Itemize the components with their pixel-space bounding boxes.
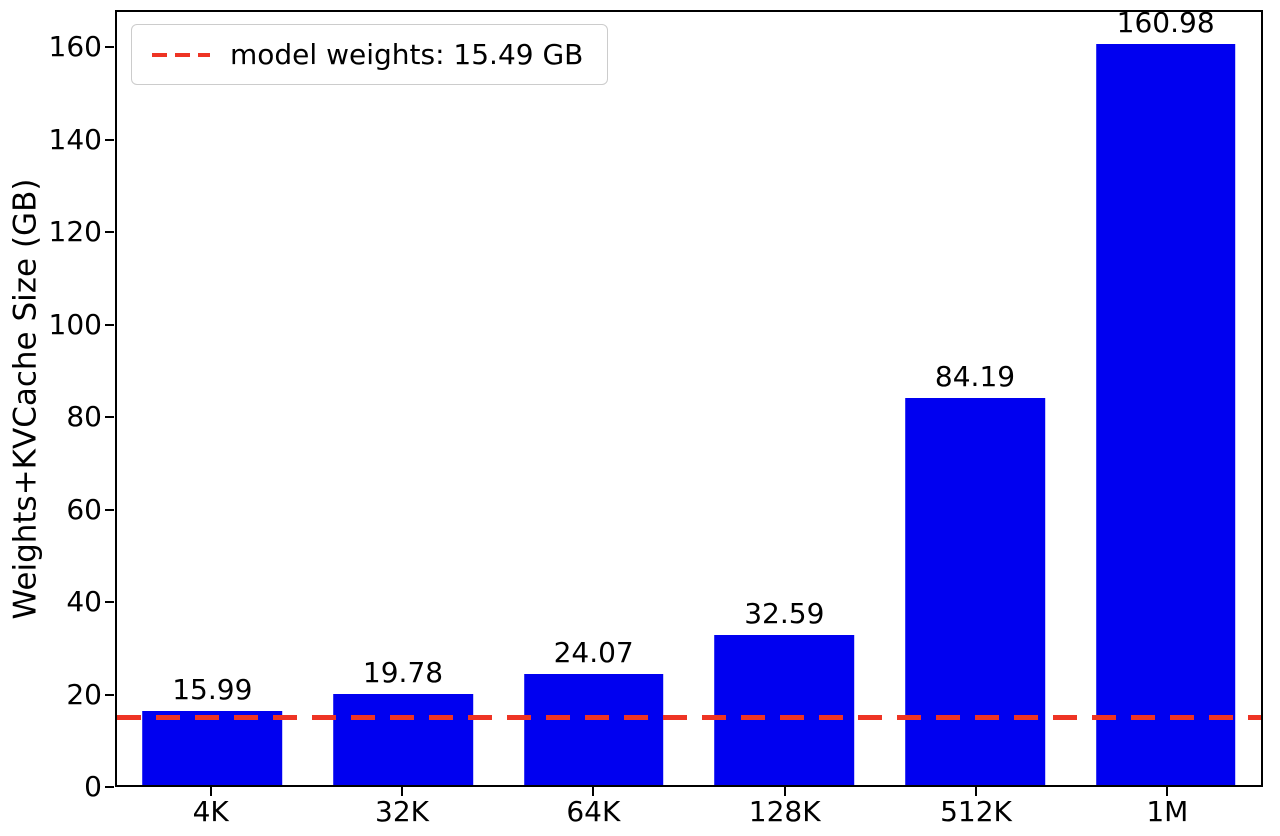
x-tick-label: 512K xyxy=(940,795,1012,828)
bar-value-label: 84.19 xyxy=(934,359,1016,393)
x-tick-mark xyxy=(975,787,977,796)
x-tick-label: 1M xyxy=(1146,795,1189,828)
y-tick-label: 60 xyxy=(66,492,102,526)
y-tick-mark xyxy=(105,138,114,141)
bar xyxy=(905,397,1045,785)
y-tick-mark xyxy=(105,231,114,233)
y-tick-label: 0 xyxy=(84,770,102,803)
x-tick-mark xyxy=(209,787,212,796)
bar xyxy=(523,674,664,785)
x-tick-label: 64K xyxy=(566,795,621,828)
x-tick-mark xyxy=(783,787,786,796)
y-tick-label: 80 xyxy=(66,400,102,433)
plot-area: model weights: 15.49 GB 15.99 19.78 24.07 3… xyxy=(115,6,1263,787)
legend-label: model weights: 15.49 GB xyxy=(230,38,584,71)
y-tick-mark xyxy=(105,786,114,788)
y-tick-mark xyxy=(105,601,114,603)
bar-value-label: 160.98 xyxy=(1116,6,1215,40)
y-tick-label: 100 xyxy=(48,307,102,341)
legend: model weights: 15.49 GB xyxy=(131,24,609,85)
bar-value-label: 19.78 xyxy=(362,656,444,689)
bar xyxy=(714,635,855,785)
y-tick-mark xyxy=(105,508,114,511)
bar xyxy=(142,711,283,785)
legend-dashed-line-sample xyxy=(152,52,210,57)
x-tick-mark xyxy=(1166,787,1169,796)
reference-line xyxy=(117,715,1261,721)
x-tick-mark xyxy=(401,787,403,796)
y-tick-mark xyxy=(105,693,114,696)
bar-value-label: 24.07 xyxy=(553,636,634,670)
y-tick-label: 40 xyxy=(66,585,102,618)
y-tick-label: 20 xyxy=(66,677,102,711)
bar-value-label: 15.99 xyxy=(172,673,253,707)
x-tick-label: 4K xyxy=(192,795,229,828)
y-tick-label: 160 xyxy=(48,30,102,63)
x-tick-label: 32K xyxy=(375,795,429,828)
x-tick-mark xyxy=(592,787,595,796)
y-tick-mark xyxy=(105,416,114,418)
bar-value-label: 32.59 xyxy=(744,597,825,631)
bar xyxy=(1095,44,1236,785)
bar xyxy=(333,694,473,785)
y-tick-label: 120 xyxy=(48,215,102,248)
x-tick-label: 128K xyxy=(748,795,821,828)
y-tick-mark xyxy=(105,323,114,326)
y-tick-label: 140 xyxy=(48,122,102,156)
y-tick-mark xyxy=(105,46,114,48)
